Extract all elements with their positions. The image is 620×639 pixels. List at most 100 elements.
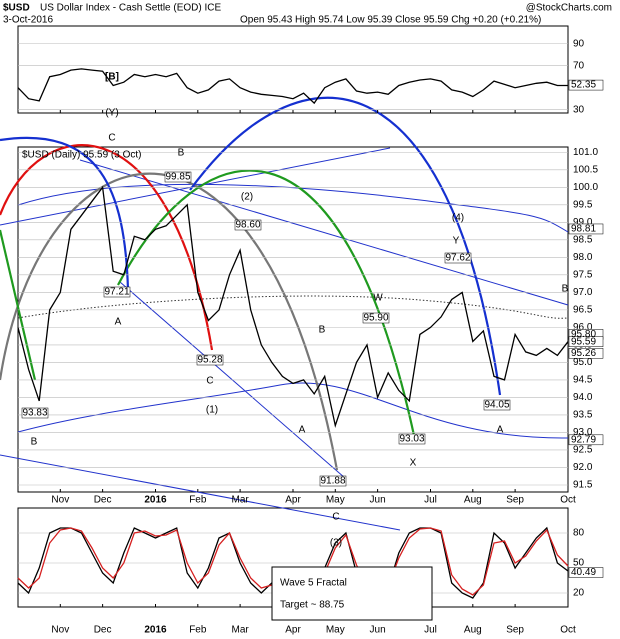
series-label: $USD (Daily) 95.59 (3 Oct) (22, 150, 141, 161)
wave-label: [B] (105, 72, 119, 83)
price-tag (398, 433, 426, 445)
series-line (17, 68, 568, 105)
value-label: 95.80 (571, 329, 596, 340)
wave-label: C (206, 376, 213, 387)
x-tick-label: Aug (464, 495, 482, 506)
trend-line (79, 159, 569, 306)
wave-label: A (299, 425, 306, 436)
x-tick-label: Oct (560, 495, 576, 506)
price-tag (234, 219, 262, 231)
arc-red (0, 144, 214, 351)
rsi-panel (17, 25, 569, 114)
x-tick-label: Aug (464, 625, 482, 636)
y-tick-label: 92.5 (573, 445, 593, 456)
date: 3-Oct-2016 (3, 15, 53, 26)
wave-label: (1) (206, 405, 218, 416)
x-tick-label: Sep (506, 495, 524, 506)
price-tag (444, 252, 472, 264)
y-tick-label: 97.5 (573, 269, 593, 280)
x-tick-label: Jul (424, 625, 437, 636)
y-tick-label: 99.5 (573, 199, 593, 210)
value-label: 98.81 (571, 224, 596, 235)
symbol: $USD (3, 3, 30, 14)
y-tick-label: 30 (573, 104, 585, 115)
y-tick-label: 100.0 (573, 182, 598, 193)
wave-box: Wave 5 Fractal Target ~ 88.75 (271, 566, 433, 621)
wave-label: (2) (241, 192, 253, 203)
price-label: 94.05 (484, 400, 509, 411)
envelope-bottom (17, 382, 569, 439)
price-tag (164, 171, 192, 183)
wave-label: (3) (330, 538, 342, 549)
price-tag (362, 312, 390, 324)
x-tick-label: Nov (51, 625, 69, 636)
wave-label: B (31, 437, 38, 448)
price-label: 91.88 (320, 476, 345, 487)
value-label: 92.79 (571, 434, 596, 445)
price-tag (319, 475, 347, 487)
y-tick-label: 101.0 (573, 147, 598, 158)
title: US Dollar Index - Cash Settle (EOD) ICE (40, 3, 221, 14)
wave-label: C (108, 133, 115, 144)
x-tick-label: Jul (424, 495, 437, 506)
stats: Open 95.43 High 95.74 Low 95.39 Close 95… (240, 15, 541, 26)
y-tick-label: 92.0 (573, 462, 593, 473)
value-tag (568, 434, 604, 446)
price-tag (21, 407, 49, 419)
x-tick-label: Mar (231, 625, 249, 636)
x-tick-label: 2016 (144, 625, 167, 636)
x-tick-label: Oct (560, 625, 576, 636)
value-label: 95.26 (571, 348, 596, 359)
x-tick-label: Jun (370, 495, 386, 506)
arc-green (0, 229, 37, 381)
arc-gray (0, 172, 339, 471)
price-label: 99.85 (165, 172, 190, 183)
y-tick-label: 96.0 (573, 322, 593, 333)
y-tick-label: 93.5 (573, 410, 593, 421)
x-tick-label: May (326, 625, 345, 636)
x-tick-label: Sep (506, 625, 524, 636)
y-tick-label: 93.0 (573, 427, 593, 438)
x-tick-label: Apr (285, 625, 301, 636)
value-tag (568, 223, 604, 235)
price-label: 98.60 (235, 220, 260, 231)
wave-label: (Y) (105, 108, 118, 119)
wave-label: B (319, 325, 326, 336)
y-tick-label: 20 (573, 588, 585, 599)
price-label: 93.83 (22, 408, 47, 419)
y-tick-label: 70 (573, 60, 585, 71)
overlays (0, 96, 569, 531)
x-tick-label: 2016 (144, 495, 167, 506)
note-line: Target ~ 88.75 (280, 600, 345, 611)
price-label: 97.21 (104, 287, 129, 298)
y-tick-label: 94.0 (573, 392, 593, 403)
value-label: 40.49 (571, 567, 596, 578)
note-box (271, 566, 433, 621)
y-tick-label: 95.0 (573, 357, 593, 368)
price-label: 95.90 (363, 313, 388, 324)
wave-label: B (562, 284, 569, 295)
y-tick-label: 99.0 (573, 217, 593, 228)
wave-label: B (178, 148, 185, 159)
value-tag (568, 336, 604, 347)
price-label: 95.28 (197, 355, 222, 366)
x-tick-label: Dec (94, 495, 112, 506)
y-tick-label: 91.5 (573, 480, 593, 491)
wave-label: C (332, 512, 339, 523)
x-tick-label: Dec (94, 625, 112, 636)
note-line: Wave 5 Fractal (280, 578, 347, 589)
wave-label: W (373, 293, 383, 304)
y-tick-label: 90 (573, 38, 585, 49)
x-tick-label: Feb (189, 625, 207, 636)
price-label: 97.62 (445, 253, 470, 264)
y-tick-label: 50 (573, 558, 585, 569)
value-label: 95.59 (571, 336, 596, 347)
x-tick-label: Nov (51, 495, 69, 506)
wave-label: X (410, 458, 417, 469)
y-tick-label: 98.0 (573, 252, 593, 263)
y-tick-label: 94.5 (573, 375, 593, 386)
arc-blue (189, 96, 502, 396)
wave-label: A (115, 317, 122, 328)
series-line (17, 185, 569, 428)
